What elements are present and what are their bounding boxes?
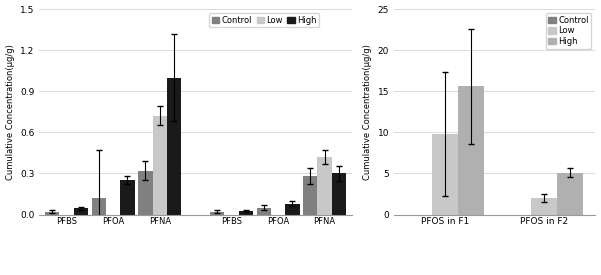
Bar (153, 116, 167, 214)
Y-axis label: Cumulative Concentration(μg/g): Cumulative Concentration(μg/g) (5, 44, 14, 180)
Bar (285, 204, 299, 214)
Bar (433, 134, 458, 214)
Legend: Control, Low, High: Control, Low, High (546, 13, 591, 49)
Bar (458, 86, 484, 214)
Bar (557, 173, 582, 214)
Bar (531, 198, 557, 214)
Bar (317, 157, 332, 214)
Bar (332, 174, 346, 214)
Bar (210, 212, 224, 214)
Bar (167, 78, 182, 214)
Y-axis label: Cumulative Concentration(μg/g): Cumulative Concentration(μg/g) (363, 44, 372, 180)
Bar (257, 208, 271, 214)
Legend: Control, Low, High: Control, Low, High (209, 13, 319, 27)
Bar (120, 180, 135, 214)
Bar (74, 208, 88, 214)
Bar (239, 211, 253, 215)
Bar (45, 212, 59, 214)
Bar (303, 176, 317, 214)
Bar (92, 198, 106, 214)
Bar (138, 171, 153, 214)
